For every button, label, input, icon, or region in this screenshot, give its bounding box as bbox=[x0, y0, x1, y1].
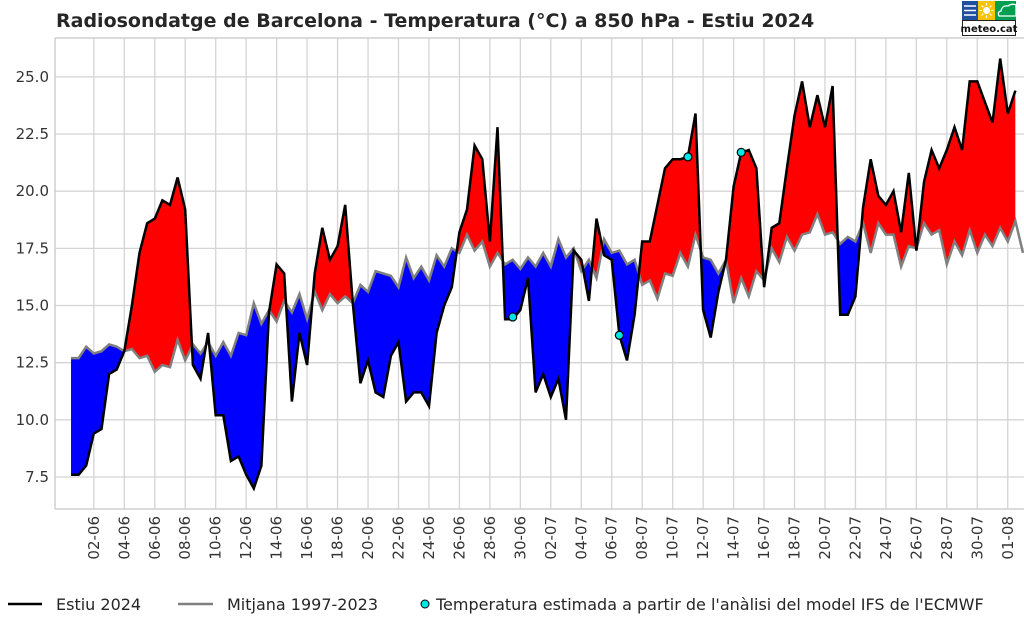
x-tick-label: 20-07 bbox=[816, 516, 834, 560]
x-tick-label: 08-06 bbox=[176, 516, 194, 560]
x-tick-label: 24-07 bbox=[877, 516, 895, 560]
ecmwf-point bbox=[614, 330, 624, 340]
x-tick-label: 26-06 bbox=[450, 516, 468, 560]
x-tick-label: 26-07 bbox=[907, 516, 925, 560]
x-tick-label: 22-07 bbox=[846, 516, 864, 560]
ecmwf-points bbox=[508, 147, 746, 340]
x-tick-label: 30-06 bbox=[511, 516, 529, 560]
y-tick-label: 15.0 bbox=[16, 297, 49, 315]
legend-label: Mitjana 1997-2023 bbox=[227, 595, 378, 614]
legend-label: Estiu 2024 bbox=[56, 595, 141, 614]
ecmwf-point bbox=[736, 147, 746, 157]
ecmwf-point bbox=[683, 152, 693, 162]
y-tick-label: 10.0 bbox=[16, 411, 49, 429]
y-tick-label: 12.5 bbox=[16, 354, 49, 372]
y-tick-label: 22.5 bbox=[16, 125, 49, 143]
x-tick-label: 10-06 bbox=[207, 516, 225, 560]
y-tick-label: 17.5 bbox=[16, 239, 49, 257]
x-tick-label: 22-06 bbox=[389, 516, 407, 560]
x-tick-label: 30-07 bbox=[968, 516, 986, 560]
legend-item-estiu-2024: Estiu 2024 bbox=[8, 595, 141, 614]
x-tick-label: 04-06 bbox=[115, 516, 133, 560]
x-tick-label: 18-06 bbox=[329, 516, 347, 560]
x-tick-label: 28-07 bbox=[938, 516, 956, 560]
x-tick-label: 20-06 bbox=[359, 516, 377, 560]
cloud-icon bbox=[997, 3, 1017, 17]
x-tick-label: 01-08 bbox=[999, 516, 1017, 560]
x-tick-label: 24-06 bbox=[420, 516, 438, 560]
y-tick-label: 25.0 bbox=[16, 68, 49, 86]
x-tick-label: 14-07 bbox=[725, 516, 743, 560]
x-tick-label: 18-07 bbox=[786, 516, 804, 560]
chart-title: Radiosondatge de Barcelona - Temperatura… bbox=[56, 10, 814, 32]
x-tick-label: 04-07 bbox=[572, 516, 590, 560]
logo: meteo.cat bbox=[961, 1, 1018, 36]
legend-marker-cyan bbox=[420, 599, 430, 609]
y-axis: 7.5 10.0 12.5 15.0 17.5 20.0 22.5 25.0 bbox=[16, 68, 49, 486]
x-tick-label: 12-06 bbox=[237, 516, 255, 560]
logo-cloud-tile bbox=[995, 1, 1016, 20]
y-tick-label: 20.0 bbox=[16, 182, 49, 200]
y-tick-label: 7.5 bbox=[25, 468, 49, 486]
legend-item-mitjana: Mitjana 1997-2023 bbox=[178, 595, 378, 614]
x-tick-label: 08-07 bbox=[633, 516, 651, 560]
legend-item-ecmwf: Temperatura estimada a partir de l'anàli… bbox=[420, 595, 984, 614]
sun-icon bbox=[983, 7, 990, 14]
x-tick-label: 12-07 bbox=[694, 516, 712, 560]
x-axis: 02-06 04-06 06-06 08-06 10-06 12-06 14-06 16-06… bbox=[85, 516, 1017, 560]
x-tick-label: 02-07 bbox=[542, 516, 560, 560]
x-tick-label: 16-06 bbox=[298, 516, 316, 560]
x-tick-label: 28-06 bbox=[481, 516, 499, 560]
series-line-mitjana bbox=[71, 210, 1024, 374]
x-tick-label: 06-07 bbox=[603, 516, 621, 560]
ecmwf-point bbox=[508, 312, 518, 322]
x-tick-label: 06-06 bbox=[146, 516, 164, 560]
x-tick-label: 14-06 bbox=[268, 516, 286, 560]
series-line-estiu-2024 bbox=[71, 58, 1017, 492]
legend: Estiu 2024 Mitjana 1997-2023 Temperatura… bbox=[8, 595, 984, 614]
x-tick-label: 16-07 bbox=[755, 516, 773, 560]
logo-text: meteo.cat bbox=[961, 24, 1018, 35]
x-tick-label: 10-07 bbox=[664, 516, 682, 560]
legend-label: Temperatura estimada a partir de l'anàli… bbox=[435, 595, 984, 614]
x-tick-label: 02-06 bbox=[85, 516, 103, 560]
below-average-fill bbox=[71, 214, 1016, 489]
